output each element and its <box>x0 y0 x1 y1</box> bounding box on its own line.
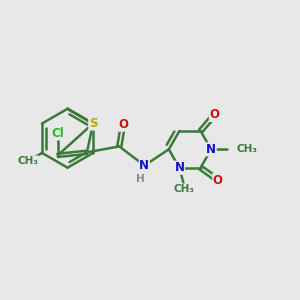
Text: CH₃: CH₃ <box>236 144 257 154</box>
Text: N: N <box>206 143 216 156</box>
Text: CH₃: CH₃ <box>173 184 194 194</box>
Text: O: O <box>213 173 223 187</box>
Text: S: S <box>89 117 97 130</box>
Text: O: O <box>209 108 219 122</box>
Text: Cl: Cl <box>51 127 64 140</box>
Text: CH₃: CH₃ <box>17 156 38 166</box>
Text: N: N <box>140 159 149 172</box>
Text: N: N <box>174 161 184 174</box>
Text: O: O <box>118 118 128 131</box>
Text: H: H <box>136 174 145 184</box>
